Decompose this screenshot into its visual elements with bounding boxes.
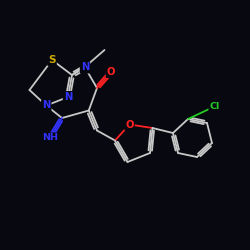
Text: NH: NH xyxy=(42,134,58,142)
Text: N: N xyxy=(64,92,72,102)
Text: O: O xyxy=(125,120,134,130)
Text: N: N xyxy=(42,100,50,110)
Text: Cl: Cl xyxy=(210,102,220,111)
Text: N: N xyxy=(81,62,89,72)
Text: S: S xyxy=(48,55,56,65)
Text: O: O xyxy=(107,67,115,77)
